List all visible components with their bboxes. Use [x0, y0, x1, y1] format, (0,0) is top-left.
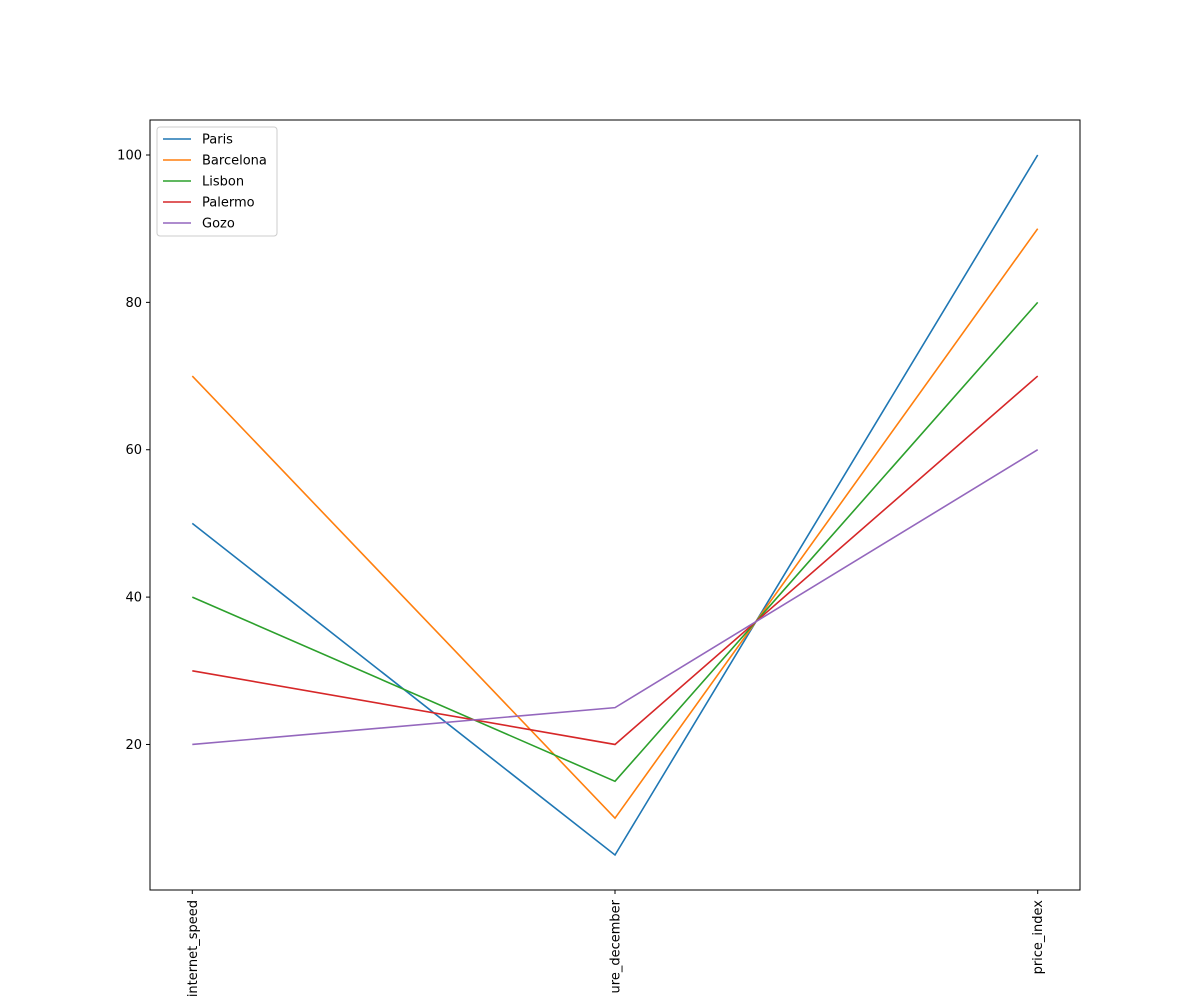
series-line-paris	[191, 154, 1039, 857]
series-lines	[191, 154, 1039, 857]
x-tick-label: internet_speed	[186, 900, 201, 997]
x-tick-label: price_index	[1031, 900, 1046, 975]
y-tick-label: 100	[117, 149, 142, 164]
y-tick-label: 20	[125, 738, 142, 753]
legend: Paris Barcelona Lisbon Palermo Gozo	[156, 126, 278, 237]
series-line-lisbon	[191, 301, 1039, 783]
legend-label: Paris	[202, 133, 233, 148]
x-axis: internet_speed ure_december price_index	[186, 890, 1046, 997]
y-tick-label: 60	[125, 443, 142, 458]
series-line-barcelona	[191, 228, 1039, 820]
y-tick-label: 80	[125, 296, 142, 311]
y-axis: 20 40 60 80 100	[117, 149, 150, 753]
y-tick-label: 40	[125, 591, 142, 606]
legend-label: Gozo	[202, 217, 235, 232]
legend-label: Barcelona	[202, 154, 267, 169]
series-line-palermo	[192, 375, 1039, 746]
series-line-gozo	[192, 449, 1039, 746]
legend-frame	[156, 126, 278, 237]
plot-frame	[149, 119, 1081, 891]
legend-label: Palermo	[202, 196, 255, 211]
legend-label: Lisbon	[202, 175, 244, 190]
x-tick-label: ure_december	[609, 899, 624, 993]
